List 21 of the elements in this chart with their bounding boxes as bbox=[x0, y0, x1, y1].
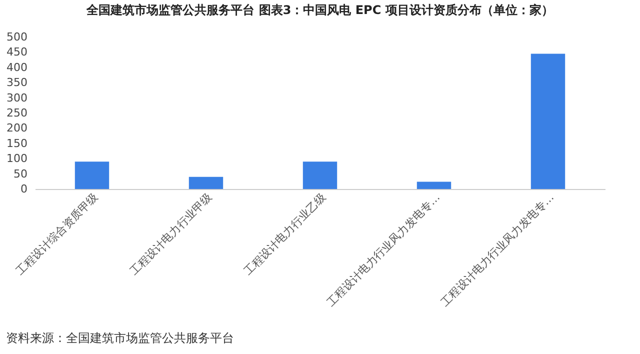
y-tick-label: 350 bbox=[6, 76, 28, 90]
y-tick-label: 50 bbox=[14, 167, 28, 180]
y-tick-label: 150 bbox=[6, 136, 28, 150]
x-tick-label: 工程设计电力行业乙级 bbox=[242, 190, 328, 278]
y-tick-label: 300 bbox=[6, 91, 28, 104]
y-tick-label: 400 bbox=[6, 60, 28, 74]
x-tick-label: 工程设计电力行业甲级 bbox=[128, 190, 214, 278]
y-tick-label: 200 bbox=[6, 122, 28, 135]
bar bbox=[302, 162, 338, 189]
bar bbox=[416, 182, 452, 189]
bar bbox=[188, 176, 224, 189]
y-tick-label: 0 bbox=[20, 182, 28, 196]
bar bbox=[74, 162, 110, 189]
y-tick-label: 100 bbox=[6, 152, 28, 166]
x-tick-label: 工程设计电力行业风力发电专… bbox=[438, 190, 556, 309]
text: 资料来源：全国建筑市场监管公共服务平台 bbox=[6, 330, 234, 347]
y-tick-label: 450 bbox=[6, 46, 28, 59]
y-tick-label: 500 bbox=[6, 30, 28, 44]
chart-title: 全国建筑市场监管公共服务平台 图表3：中国风电 EPC 项目设计资质分布（单位：家） bbox=[86, 3, 554, 17]
y-tick-label: 250 bbox=[6, 106, 28, 120]
bar bbox=[530, 54, 566, 189]
